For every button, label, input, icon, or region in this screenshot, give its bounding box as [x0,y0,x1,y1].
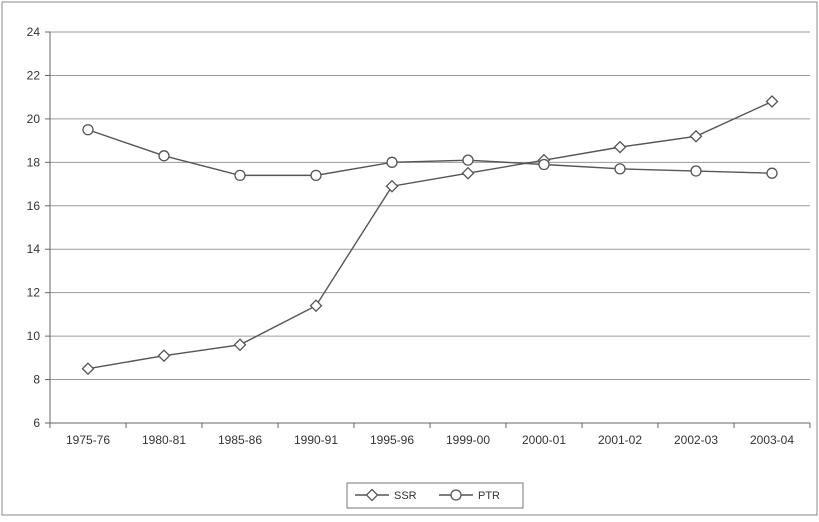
data-point-ptr [310,169,322,182]
legend-label: PTR [478,490,500,502]
data-point-ptr [234,169,246,182]
series-line-ptr [87,129,773,177]
y-tick-label: 8 [33,373,40,387]
y-tick-label: 10 [27,329,41,343]
y-tick-label: 24 [27,25,41,39]
x-tick-label: 2001-02 [598,433,642,447]
data-point-ssr [233,338,247,352]
data-point-ptr [462,154,474,166]
legend-item-ptr: PTR [439,489,500,502]
data-point-ptr [690,165,702,177]
data-point-ptr [158,150,170,162]
legend-label: SSR [394,490,417,502]
legend-marker [365,488,379,502]
data-point-ssr [81,362,95,376]
series [81,95,779,376]
data-point-ssr [309,299,323,313]
x-tick-label: 2000-01 [522,433,566,447]
data-point-ssr [461,166,475,180]
data-point-ptr [614,163,626,175]
x-tick-label: 1985-86 [218,433,262,447]
data-point-ssr [765,95,779,108]
x-tick-label: 1990-91 [294,433,338,447]
gridlines [50,31,810,381]
data-point-ptr [82,124,94,136]
legend-box [346,482,524,509]
y-tick-label: 16 [27,199,41,213]
data-point-ssr [689,129,703,143]
series-line-ssr [87,100,773,370]
y-tick-label: 6 [33,416,40,430]
data-point-ptr [386,156,398,168]
data-point-ssr [385,179,399,193]
y-tick-label: 20 [27,112,41,126]
x-tick-label: 1975-76 [66,433,110,447]
axes [45,31,811,428]
legend: SSR PTR [346,482,524,509]
data-point-ssr [613,140,627,154]
y-tick-label: 12 [27,286,41,300]
x-tick-label: 1999-00 [446,433,490,447]
series-ptr [82,124,778,182]
data-point-ptr [766,167,778,179]
data-point-ptr [538,158,550,171]
x-tick-label: 1980-81 [142,433,186,447]
x-tick-labels: 1975-76 1980-81 1985-86 1990-91 1995-96 1999-… [66,433,794,447]
y-tick-label: 22 [27,68,41,82]
y-tick-label: 18 [27,155,41,169]
y-tick-label: 14 [27,242,41,256]
x-tick-label: 1995-96 [370,433,414,447]
y-tick-labels: 6 8 10 12 14 16 18 20 22 24 [27,25,41,430]
x-tick-label: 2003-04 [750,433,794,447]
data-point-ssr [157,349,171,363]
legend-marker [450,489,462,501]
legend-item-ssr: SSR [355,488,417,502]
x-tick-label: 2002-03 [674,433,718,447]
